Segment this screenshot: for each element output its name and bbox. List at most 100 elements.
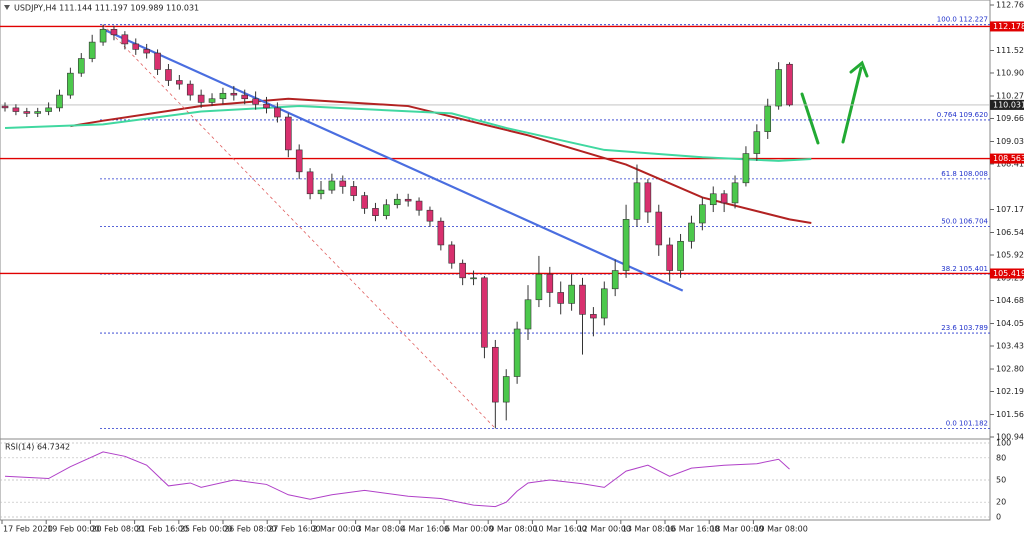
candle-body	[132, 43, 140, 50]
candle-body	[644, 182, 652, 213]
candle-body	[252, 98, 259, 105]
candle-body	[372, 208, 379, 217]
y-tick-label: 110.275	[996, 92, 1024, 101]
candle-body	[176, 80, 183, 85]
x-tick-label: 16 Mar 16:00	[666, 525, 719, 534]
candle-body	[786, 63, 793, 106]
candle-body	[600, 288, 608, 319]
x-tick-label: 3 Mar 08:00	[357, 525, 405, 534]
candle-body	[709, 193, 717, 206]
candle-body	[404, 198, 412, 202]
candle-body	[568, 284, 575, 304]
candle-body	[535, 273, 543, 301]
rsi-tick-label: 20	[996, 498, 1006, 507]
y-tick-label: 105.925	[996, 250, 1024, 259]
y-tick-label: 100.945	[996, 433, 1024, 442]
candle-body	[56, 94, 63, 109]
y-tick-label: 102.805	[996, 365, 1024, 374]
candle-body	[219, 92, 227, 100]
level-label: 112.178	[993, 22, 1024, 31]
candle-body	[524, 299, 532, 330]
x-tick-label: 4 Mar 16:00	[401, 525, 449, 534]
candle-body	[448, 244, 456, 264]
y-tick-label: 104.050	[996, 319, 1024, 328]
fib-label: 38.2 105.401	[941, 265, 988, 273]
rsi-tick-label: 80	[996, 453, 1006, 462]
candle-body	[241, 94, 249, 100]
x-tick-label: 25 Feb 00:00	[180, 525, 232, 534]
x-tick-label: 26 Feb 08:00	[224, 525, 276, 534]
candle-body	[1, 105, 9, 109]
candle-body	[263, 103, 270, 109]
level-label: 108.563	[993, 154, 1024, 163]
y-tick-label: 107.170	[996, 205, 1024, 214]
candle-body	[720, 193, 728, 204]
x-tick-label: 12 Mar 00:00	[578, 525, 631, 534]
candle-body	[699, 204, 706, 224]
candle-body	[67, 72, 74, 96]
candle-body	[230, 92, 238, 96]
candle-body	[775, 69, 782, 107]
price-label: 110.031	[993, 100, 1024, 109]
x-tick-label: 13 Mar 08:00	[622, 525, 675, 534]
candle-body	[742, 153, 750, 184]
moving-average	[70, 97, 812, 224]
y-tick-label: 110.905	[996, 68, 1024, 77]
x-tick-label: 9 Mar 08:00	[489, 525, 537, 534]
y-tick-label: 101.560	[996, 410, 1024, 419]
candle-body	[110, 29, 118, 36]
fib-label: 23.6 103.789	[941, 324, 988, 332]
symbol-icon	[4, 5, 10, 10]
candle-body	[328, 180, 336, 191]
candle-body	[208, 98, 216, 103]
rsi-tick-label: 100	[996, 439, 1011, 448]
chart-title: USDJPY,H4 111.144 111.197 109.989 110.03…	[14, 4, 199, 13]
candle-body	[339, 180, 347, 187]
y-tick-label: 109.660	[996, 114, 1024, 123]
candle-body	[154, 52, 161, 70]
candle-body	[666, 244, 673, 271]
candle-body	[546, 273, 554, 293]
candle-body	[274, 107, 281, 118]
candle-body	[361, 195, 368, 209]
rsi-tick-label: 0	[996, 513, 1001, 522]
candle-body	[633, 182, 641, 220]
x-tick-label: 19 Feb 00:00	[47, 525, 99, 534]
candle-body	[753, 131, 761, 154]
candle-body	[99, 29, 107, 43]
candle-body	[350, 186, 357, 196]
arrow-down-stroke	[800, 92, 820, 145]
rsi-title: RSI(14) 64.7342	[5, 443, 70, 452]
candle-body	[383, 204, 390, 217]
trend-line	[102, 24, 496, 429]
candle-body	[306, 171, 314, 195]
level-box	[990, 153, 1024, 164]
fib-label: 0.0 101.182	[946, 419, 988, 427]
candle-body	[764, 105, 772, 132]
x-tick-label: 17 Feb 2020	[3, 525, 53, 534]
candle-body	[186, 83, 194, 96]
candle-body	[731, 182, 739, 204]
candle-body	[165, 69, 172, 81]
candle-body	[579, 284, 586, 315]
x-tick-label: 10 Mar 16:00	[533, 525, 586, 534]
candle-body	[611, 270, 619, 290]
level-label: 105.419	[993, 269, 1024, 278]
rsi-tick-label: 50	[996, 476, 1006, 485]
y-tick-label: 104.680	[996, 296, 1024, 305]
candle-body	[481, 277, 488, 348]
x-tick-label: 2 Mar 00:00	[312, 525, 360, 534]
candle-body	[437, 220, 445, 246]
fib-label: 100.0 112.227	[937, 16, 988, 24]
candle-body	[393, 198, 401, 206]
candle-body	[459, 262, 466, 279]
candle-body	[688, 222, 695, 242]
candle-body	[590, 314, 597, 319]
candle-body	[143, 49, 150, 54]
x-tick-label: 20 Feb 08:00	[91, 525, 143, 534]
candle-body	[557, 292, 565, 304]
candle-body	[317, 189, 325, 195]
candle-body	[88, 41, 96, 59]
candle-body	[677, 240, 684, 271]
price-box	[990, 99, 1024, 110]
